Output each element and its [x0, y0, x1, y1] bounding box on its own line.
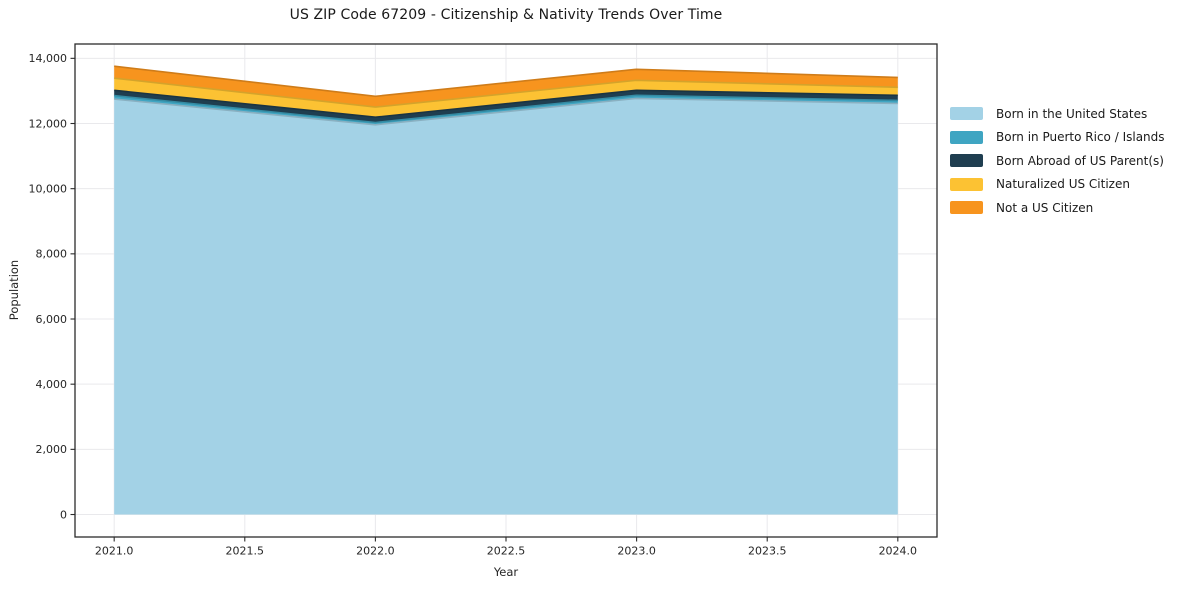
edge-born-in-puerto-rico-islands	[114, 94, 898, 124]
legend-item: Born in the United States	[950, 102, 1165, 126]
x-tick-label: 2021.5	[226, 545, 265, 558]
y-tick-label: 2,000	[36, 443, 68, 456]
legend-swatch-born-in-the-united-states	[950, 107, 983, 121]
legend-label: Born in the United States	[996, 106, 1148, 121]
legend-item: Naturalized US Citizen	[950, 173, 1165, 197]
legend-swatch-not-a-us-citizen	[950, 201, 983, 215]
x-tick-label: 2022.5	[487, 545, 526, 558]
legend: Born in the United States Born in Puerto …	[950, 102, 1165, 220]
legend-item: Born Abroad of US Parent(s)	[950, 149, 1165, 173]
area-born-abroad-of-us-parent-s	[114, 90, 898, 123]
x-tick-label: 2021.0	[95, 545, 134, 558]
legend-item: Born in Puerto Rico / Islands	[950, 126, 1165, 150]
x-tick-label: 2022.0	[356, 545, 395, 558]
legend-swatch-naturalized-us-citizen	[950, 177, 983, 191]
x-tick-label: 2023.0	[617, 545, 656, 558]
edge-born-in-the-united-states	[114, 97, 898, 126]
x-tick-label: 2024.0	[879, 545, 918, 558]
legend-label: Born in Puerto Rico / Islands	[996, 130, 1165, 145]
area-not-a-us-citizen	[114, 66, 898, 108]
y-tick-label: 6,000	[36, 313, 68, 326]
edge-not-a-us-citizen	[114, 65, 898, 98]
legend-label: Not a US Citizen	[996, 200, 1094, 215]
y-axis-title: Population	[7, 259, 21, 321]
legend-label: Naturalized US Citizen	[996, 177, 1130, 192]
area-born-in-puerto-rico-islands	[114, 95, 898, 125]
legend-swatch-born-in-puerto-rico-islands	[950, 130, 983, 144]
chart-title: US ZIP Code 67209 - Citizenship & Nativi…	[289, 7, 723, 23]
area-edge-lines	[114, 65, 898, 126]
y-tick-label: 14,000	[29, 52, 68, 65]
area-born-in-the-united-states	[114, 98, 898, 515]
y-tick-label: 12,000	[29, 117, 68, 130]
y-tick-label: 0	[60, 508, 67, 521]
y-tick-label: 10,000	[29, 182, 68, 195]
x-axis-title: Year	[493, 565, 519, 579]
legend-swatch-born-abroad-of-us-parent-s	[950, 154, 983, 168]
edge-naturalized-us-citizen	[114, 77, 898, 108]
y-tick-label: 8,000	[36, 248, 68, 261]
legend-label: Born Abroad of US Parent(s)	[996, 153, 1164, 168]
stacked-areas	[114, 66, 898, 515]
y-tick-label: 4,000	[36, 378, 68, 391]
x-tick-label: 2023.5	[748, 545, 787, 558]
area-naturalized-us-citizen	[114, 78, 898, 118]
axis-ticks: 2021.0 2021.5 2022.0 2022.5 2023.0 2023.5 2024…	[29, 52, 918, 557]
legend-item: Not a US Citizen	[950, 196, 1165, 220]
edge-born-abroad-of-us-parent-s	[114, 89, 898, 119]
